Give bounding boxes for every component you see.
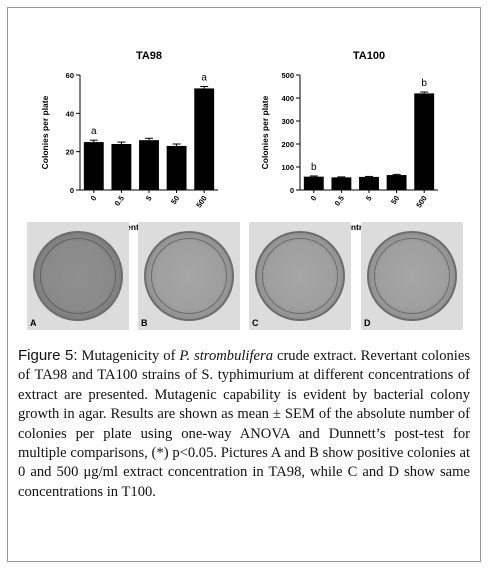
y-tick-label: 500 bbox=[281, 71, 294, 80]
petri-dish-c bbox=[255, 231, 345, 321]
significance-letter: b bbox=[421, 78, 427, 89]
x-tick-label: 500 bbox=[194, 194, 209, 209]
x-tick-label: 0.5 bbox=[113, 194, 126, 208]
chart-title: TA100 bbox=[353, 50, 385, 62]
plate-d: D bbox=[361, 222, 463, 330]
bar bbox=[111, 144, 132, 190]
bar bbox=[139, 140, 159, 190]
chart-title: TA98 bbox=[136, 50, 162, 62]
x-tick-label: 0 bbox=[89, 194, 99, 203]
caption-label: Figure 5: bbox=[18, 347, 78, 364]
y-tick-label: 40 bbox=[66, 109, 74, 118]
y-tick-label: 60 bbox=[66, 71, 74, 80]
plate-c: C bbox=[249, 222, 351, 330]
bar bbox=[359, 176, 379, 190]
significance-letter: a bbox=[201, 73, 207, 84]
significance-letter: a bbox=[91, 126, 97, 137]
y-tick-label: 100 bbox=[281, 163, 294, 172]
x-tick-label: 5 bbox=[144, 194, 154, 203]
plate-label-a: A bbox=[30, 318, 37, 328]
bar bbox=[166, 145, 187, 190]
y-tick-label: 400 bbox=[281, 94, 294, 103]
x-tick-label: 50 bbox=[169, 194, 181, 206]
x-tick-label: 50 bbox=[389, 194, 401, 206]
petri-dish-d bbox=[367, 231, 457, 321]
y-tick-label: 20 bbox=[66, 148, 74, 157]
x-tick-label: 5 bbox=[364, 194, 374, 203]
plate-label-c: C bbox=[252, 318, 259, 328]
y-axis-label: Colonies per plate bbox=[40, 95, 50, 169]
y-tick-label: 300 bbox=[281, 117, 294, 126]
figure-caption: Figure 5: Mutagenicity of P. strombulife… bbox=[18, 346, 470, 502]
y-tick-label: 0 bbox=[290, 186, 294, 195]
plate-label-d: D bbox=[364, 318, 371, 328]
plate-a: A bbox=[27, 222, 129, 330]
significance-letter: b bbox=[311, 162, 317, 173]
plate-b: B bbox=[138, 222, 240, 330]
x-tick-label: 0.5 bbox=[333, 194, 346, 208]
x-tick-label: 500 bbox=[414, 194, 429, 209]
plate-photos: A B C D bbox=[27, 222, 464, 330]
petri-dish-a bbox=[33, 231, 123, 321]
plate-label-b: B bbox=[141, 318, 148, 328]
y-tick-label: 200 bbox=[281, 140, 294, 149]
bar bbox=[303, 176, 324, 190]
caption-species: P. strombulifera bbox=[179, 348, 273, 364]
petri-dish-b bbox=[144, 231, 234, 321]
bar bbox=[194, 88, 215, 190]
bar bbox=[83, 142, 104, 190]
bar bbox=[414, 93, 435, 190]
y-axis-label: Colonies per plate bbox=[260, 95, 270, 169]
x-tick-label: 0 bbox=[309, 194, 319, 203]
caption-text-1: Mutagenicity of bbox=[77, 348, 180, 364]
bar bbox=[331, 177, 352, 190]
caption-text-2: crude extract. Revertant colonies of TA9… bbox=[18, 348, 471, 500]
y-tick-label: 0 bbox=[70, 186, 74, 195]
bar bbox=[386, 175, 407, 190]
